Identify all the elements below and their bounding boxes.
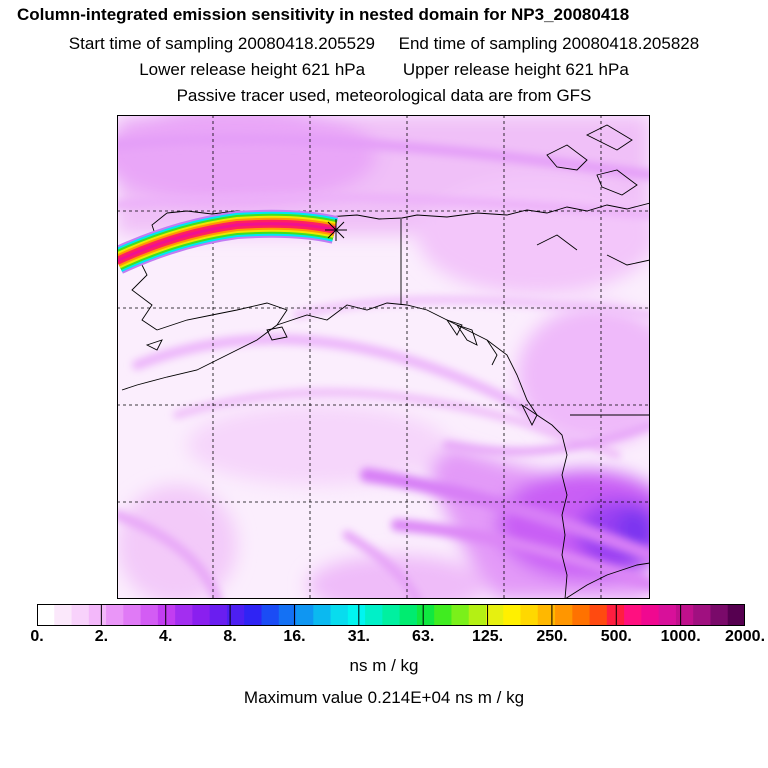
colorbar-swatch (520, 604, 539, 626)
colorbar-swatch (451, 604, 470, 626)
colorbar-swatch (572, 604, 591, 626)
colorbar-units: ns m / kg (349, 656, 419, 675)
colorbar (37, 604, 745, 626)
colorbar-swatch (123, 604, 142, 626)
colorbar-swatch (244, 604, 263, 626)
colorbar-swatch (693, 604, 712, 626)
colorbar-swatch (157, 604, 176, 626)
colorbar-tick-label: 16. (283, 628, 306, 645)
colorbar-swatch (209, 604, 228, 626)
colorbar-swatch (382, 604, 401, 626)
colorbar-tick-label: 4. (159, 628, 173, 645)
map-canvas (117, 115, 650, 599)
start-time: Start time of sampling 20080418.205529 (68, 34, 376, 53)
colorbar-swatch (468, 604, 487, 626)
colorbar-tick-label: 1000. (660, 628, 701, 645)
map-frame (117, 115, 650, 599)
colorbar-frame (37, 604, 745, 626)
sampling-times: Start time of sampling 20080418.205529 E… (0, 34, 768, 54)
graticule (117, 115, 650, 599)
lower-release-height: Lower release height 621 hPa (139, 60, 366, 79)
colorbar-swatch (658, 604, 677, 626)
colorbar-swatch (399, 604, 418, 626)
trajectory-band (117, 209, 339, 274)
colorbar-tick-label: 2000. (724, 628, 766, 645)
end-time: End time of sampling 20080418.205828 (398, 34, 700, 53)
colorbar-swatch (555, 604, 573, 626)
colorbar-swatch (624, 604, 642, 626)
colorbar-ticks: 0. 2. 4. 8. 16. 31. 63. 125. 250. 500. 1000. 2000. (0, 628, 768, 648)
colorbar-swatch (434, 604, 453, 626)
colorbar-tick-label: 250. (536, 628, 568, 645)
colorbar-swatch (88, 604, 107, 626)
colorbar-tick-label: 31. (347, 628, 370, 645)
colorbar-swatch (710, 604, 729, 626)
colorbar-swatch (589, 604, 608, 626)
colorbar-swatch (261, 604, 280, 626)
colorbar-swatch (278, 604, 297, 626)
map-title: Column-integrated emission sensitivity i… (17, 5, 630, 24)
colorbar-swatch (37, 604, 55, 626)
colorbar-swatch (537, 604, 556, 626)
colorbar-swatch (347, 604, 366, 626)
colorbar-swatch (192, 604, 211, 626)
colorbar-tick-label: 0. (30, 628, 44, 645)
colorbar-tick-label: 500. (600, 628, 632, 645)
colorbar-swatch (175, 604, 194, 626)
colorbar-swatch (313, 604, 332, 626)
colorbar-swatch (485, 604, 504, 626)
colorbar-swatch (365, 604, 383, 626)
colorbar-swatch (641, 604, 660, 626)
colorbar-swatch (71, 604, 90, 626)
colorbar-tick-label: 63. (412, 628, 435, 645)
colorbar-swatch (727, 604, 745, 626)
colorbar-swatch (140, 604, 159, 626)
colorbar-swatch (675, 604, 694, 626)
upper-release-height: Upper release height 621 hPa (402, 60, 629, 79)
colorbar-swatch (330, 604, 349, 626)
tracer-note: Passive tracer used, meteorological data… (176, 86, 592, 105)
colorbar-swatch (106, 604, 124, 626)
colorbar-swatch (54, 604, 73, 626)
colorbar-swatch (503, 604, 522, 626)
streak-texture (117, 134, 650, 599)
release-heights: Lower release height 621 hPa Upper relea… (0, 60, 768, 80)
colorbar-swatch (296, 604, 314, 626)
sensitivity-map (117, 115, 650, 599)
colorbar-tick-label: 125. (471, 628, 504, 645)
colorbar-swatch (226, 604, 245, 626)
release-site-marker (325, 219, 347, 241)
colorbar-tick-label: 8. (223, 628, 237, 645)
colorbar-tick-label: 2. (94, 628, 109, 645)
colorbar-swatch (416, 604, 435, 626)
maximum-value: Maximum value 0.214E+04 ns m / kg (243, 688, 525, 707)
